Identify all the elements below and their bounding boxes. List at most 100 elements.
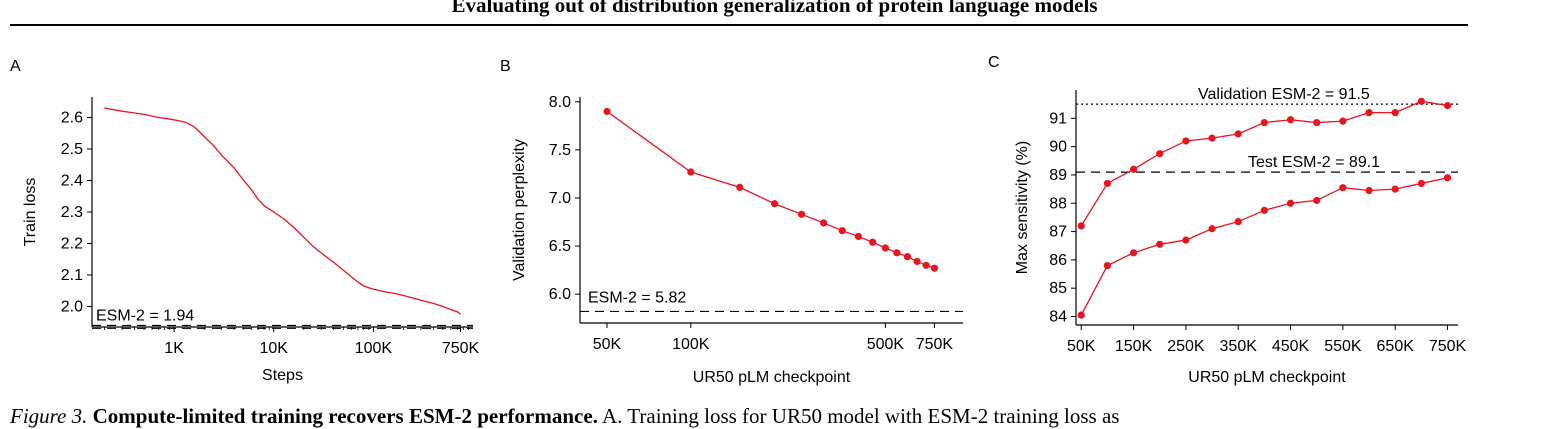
- panel-c-y-tick-label: 89: [1049, 167, 1067, 184]
- panel-c-data-point: [1077, 222, 1085, 230]
- panel-c-x-tick-label: 250K: [1167, 338, 1205, 355]
- panel-b-data-point: [893, 249, 901, 257]
- panel-b-x-tick-label: 50K: [593, 336, 622, 353]
- panel-c-data-point: [1234, 218, 1242, 226]
- panel-c-x-tick-label: 150K: [1115, 338, 1153, 355]
- panel-c-data-point: [1156, 150, 1164, 158]
- panel-c-reference-label: Validation ESM-2 = 91.5: [1198, 86, 1370, 103]
- panel-b-data-point: [854, 232, 863, 241]
- panel-c-y-axis-label: Max sensitivity (%): [1014, 141, 1031, 274]
- panel-c-y-tick-label: 86: [1049, 252, 1067, 269]
- panel-c-data-point: [1129, 249, 1138, 257]
- panel-c-data-point: [1208, 134, 1216, 142]
- panel-b-data-point: [869, 238, 877, 246]
- panel-a-reference-label: ESM-2 = 1.94: [96, 307, 194, 324]
- panel-c-data-point: [1391, 109, 1399, 117]
- caption-figure-label: Figure 3.: [10, 404, 88, 428]
- panel-c-data-point: [1417, 97, 1425, 105]
- panel-a-letter: A: [10, 58, 21, 75]
- panel-c-data-point: [1313, 118, 1321, 127]
- panel-c-data-point: [1443, 101, 1452, 110]
- panel-b-data-point: [603, 107, 611, 116]
- panel-b-reference-label: ESM-2 = 5.82: [588, 289, 686, 306]
- panel-c-data-point: [1182, 236, 1190, 244]
- panel-c-data-point: [1182, 137, 1190, 145]
- panel-c-data-point: [1286, 116, 1295, 124]
- panel-b-letter: B: [500, 58, 511, 75]
- figure-caption: Figure 3. Compute-limited training recov…: [10, 404, 1119, 429]
- panel-a-x-axis-label: Steps: [262, 367, 303, 384]
- panel-c-y-tick-label: 87: [1049, 224, 1067, 241]
- panel-b-data-point: [797, 210, 806, 218]
- panel-a-x-tick-label: 100K: [355, 340, 393, 357]
- panel-b-data-point: [736, 183, 744, 191]
- panel-b-data-point: [903, 253, 912, 261]
- panel-c-y-tick-label: 90: [1049, 139, 1067, 156]
- panel-a-y-tick-label: 2.4: [61, 172, 83, 189]
- panel-a-y-tick-label: 2.6: [61, 109, 83, 126]
- panel-a-y-tick-label: 2.1: [61, 267, 83, 284]
- panel-c-data-point: [1339, 117, 1347, 125]
- panel-a-y-tick-label: 2.0: [61, 299, 83, 316]
- panel-c-data-point: [1339, 184, 1347, 192]
- panel-c-data-point: [1391, 185, 1399, 193]
- panel-c-data-point: [1129, 165, 1138, 173]
- panel-b-y-tick-label: 7.0: [549, 190, 571, 207]
- panel-c-series-line-2: [1080, 177, 1448, 316]
- header-divider: [10, 24, 1468, 26]
- panel-a-y-tick-label: 2.2: [61, 236, 83, 253]
- panel-c-data-point: [1286, 199, 1295, 207]
- panel-b-chart: 6.0 6.5 7.0 7.5 8.0 50K 100K 500K 750K UR50 pLM c…: [511, 94, 963, 386]
- panel-b-data-point: [922, 261, 930, 269]
- panel-b-y-tick-label: 8.0: [549, 94, 571, 111]
- panel-b-data-point: [930, 264, 939, 272]
- panel-c-x-tick-label: 750K: [1429, 338, 1467, 355]
- panel-a-y-tick-label: 2.5: [61, 141, 83, 158]
- figure-header-title: Evaluating out of distribution generaliz…: [451, 0, 1098, 17]
- panel-c-data-point: [1156, 240, 1164, 248]
- panel-b-x-tick-label: 750K: [916, 336, 954, 353]
- panel-c-y-tick-label: 88: [1049, 195, 1067, 212]
- panel-a-y-tick-label: 2.3: [61, 204, 83, 221]
- panel-b-data-point: [820, 219, 828, 227]
- panel-b-y-tick-label: 7.5: [549, 142, 571, 159]
- panel-b-data-point: [771, 200, 779, 208]
- panel-c-data-point: [1103, 179, 1111, 188]
- caption-text: A. Training loss for UR50 model with ESM…: [602, 404, 1120, 428]
- panel-c-x-tick-label: 550K: [1324, 338, 1362, 355]
- panel-c-y-tick-label: 91: [1049, 110, 1067, 127]
- panel-c-letter: C: [988, 54, 1000, 71]
- panel-b-x-axis-label: UR50 pLM checkpoint: [693, 369, 851, 386]
- panel-c-data-point: [1103, 261, 1111, 270]
- panel-c-x-tick-label: 350K: [1220, 338, 1258, 355]
- panel-c-data-point: [1260, 118, 1268, 127]
- panel-b-x-tick-label: 100K: [672, 336, 710, 353]
- panel-a-x-tick-label: 10K: [259, 340, 288, 357]
- panel-c-x-tick-label: 50K: [1067, 338, 1096, 355]
- panel-c-data-point: [1365, 186, 1373, 195]
- panel-a-series-line-1: [104, 107, 461, 315]
- panel-b-x-tick-label: 500K: [867, 336, 905, 353]
- panel-c-data-point: [1313, 196, 1321, 205]
- panel-c-data-point: [1443, 174, 1452, 182]
- panel-c-data-point: [1417, 179, 1425, 188]
- panel-c-chart: 84 85 86 87 88 89 90 91 50K 150K 250K 350K 450K 550K 6…: [1014, 86, 1467, 386]
- panel-b-data-point: [838, 227, 846, 235]
- panel-b-y-tick-label: 6.5: [549, 238, 571, 255]
- panel-a-x-tick-label: 1K: [164, 340, 184, 357]
- figure-charts: 2.0 2.1 2.2 2.3 2.4 2.5 2.6 1K 10K 100K 750K Steps T…: [22, 86, 1467, 386]
- panel-b-data-point: [913, 257, 921, 266]
- panel-a-chart: 2.0 2.1 2.2 2.3 2.4 2.5 2.6 1K 10K 100K 750K Steps T…: [22, 97, 480, 384]
- panel-c-x-tick-label: 650K: [1377, 338, 1415, 355]
- panel-c-y-tick-label: 84: [1049, 309, 1067, 326]
- panel-c-x-axis-label: UR50 pLM checkpoint: [1188, 369, 1346, 386]
- panel-a-y-axis-label: Train loss: [22, 178, 39, 247]
- panel-b-y-tick-label: 6.0: [549, 286, 571, 303]
- panel-b-data-point: [687, 168, 695, 176]
- caption-bold-title: Compute-limited training recovers ESM-2 …: [92, 404, 598, 428]
- panel-a-x-tick-label: 750K: [442, 340, 480, 357]
- panel-c-x-tick-label: 450K: [1272, 338, 1310, 355]
- panel-c-y-tick-label: 85: [1049, 280, 1067, 297]
- panel-c-data-point: [1234, 130, 1242, 138]
- panel-c-data-point: [1260, 206, 1268, 214]
